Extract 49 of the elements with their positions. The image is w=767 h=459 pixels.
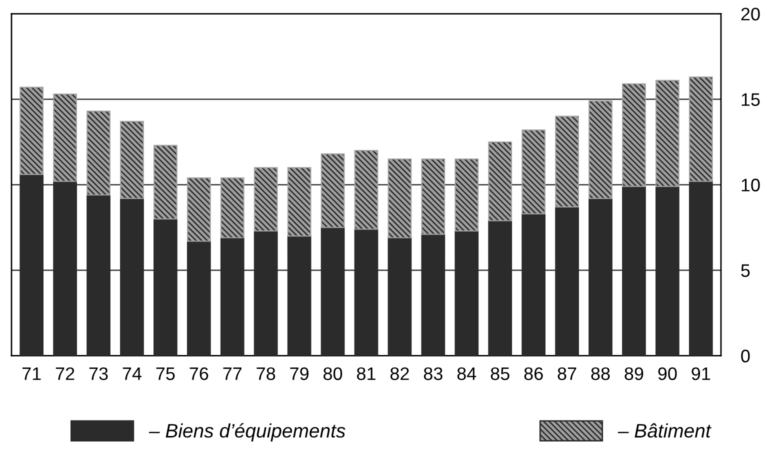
bar <box>86 110 110 196</box>
x-tick-label: 77 <box>223 368 242 380</box>
x-tick-label: 91 <box>692 367 710 380</box>
bar <box>154 144 178 220</box>
x-tick-label: 78 <box>256 367 276 380</box>
bar <box>421 158 446 235</box>
x-tick-label: 87 <box>558 367 576 380</box>
bar <box>254 167 278 232</box>
x-tick-label: 74 <box>122 368 142 380</box>
y-tick-label: 5 <box>741 264 750 277</box>
x-tick-label: 81 <box>356 367 376 380</box>
x-tick-label: 82 <box>390 367 409 380</box>
x-tick-label: 86 <box>524 367 543 380</box>
y-tick-label: 10 <box>742 178 760 192</box>
bar <box>220 177 244 238</box>
bar <box>656 80 680 188</box>
x-tick-label: 88 <box>591 367 610 380</box>
x-tick-label: 85 <box>490 367 510 380</box>
x-tick-label: 90 <box>658 367 677 380</box>
x-tick-label: 71 <box>22 368 41 380</box>
x-tick-label: 84 <box>457 367 476 380</box>
bar <box>555 116 579 208</box>
bar <box>320 153 345 228</box>
legend-label: – Bâtiment <box>618 423 712 438</box>
bar <box>287 167 312 237</box>
x-tick-label: 76 <box>190 367 208 380</box>
bar <box>454 158 479 232</box>
y-tick-label: 20 <box>741 8 760 20</box>
legend-label: – Biens d’équipements <box>148 423 346 442</box>
x-tick-label: 83 <box>424 367 442 380</box>
x-tick-label: 75 <box>156 368 175 380</box>
bar <box>488 141 512 222</box>
bar <box>120 120 144 199</box>
y-tick-label: 15 <box>742 93 760 106</box>
bar <box>186 177 211 242</box>
bar <box>354 150 378 230</box>
x-tick-label: 89 <box>624 367 644 380</box>
bar <box>388 158 412 238</box>
x-tick-label: 80 <box>324 367 342 380</box>
x-tick-label: 79 <box>290 367 308 380</box>
bar <box>522 129 546 214</box>
bar <box>588 100 612 199</box>
x-tick-label: 73 <box>89 367 108 380</box>
y-tick-label: 0 <box>741 350 750 362</box>
bar <box>688 76 713 182</box>
bar <box>53 94 77 182</box>
bar <box>20 86 44 176</box>
bar <box>622 83 646 188</box>
x-tick-label: 72 <box>56 367 74 380</box>
